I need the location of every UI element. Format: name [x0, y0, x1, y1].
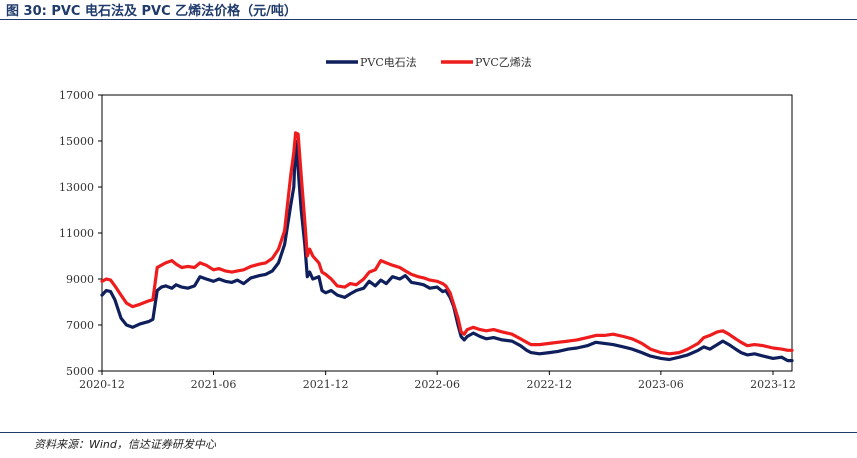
series-lines	[100, 131, 794, 363]
y-tick-label: 13000	[59, 181, 94, 194]
line-chart: PVC电石法 PVC乙烯法 5000 7000 9000 11000 13000 15000…	[59, 55, 796, 391]
y-tick-label: 11000	[59, 227, 94, 240]
source-divider	[0, 432, 857, 433]
title-divider	[0, 19, 857, 20]
x-tick-label: 2022-06	[414, 378, 460, 391]
legend-label: PVC电石法	[360, 55, 417, 69]
series-line-carbide	[100, 139, 794, 363]
y-tick-label: 15000	[59, 135, 94, 148]
plot-area	[101, 94, 793, 372]
y-tick-label: 7000	[66, 319, 94, 332]
x-tick-label: 2020-12	[79, 378, 125, 391]
x-tick-label: 2021-06	[191, 378, 237, 391]
y-tick-label: 9000	[66, 273, 94, 286]
chart-legend: PVC电石法 PVC乙烯法	[326, 55, 532, 69]
legend-label: PVC乙烯法	[475, 55, 532, 69]
x-axis: 2020-12 2021-06 2021-12 2022-06 2022-12 2023-…	[79, 371, 796, 391]
figure-title: 图 30: PVC 电石法及 PVC 乙烯法价格（元/吨）	[6, 4, 297, 19]
x-tick-label: 2022-12	[526, 378, 572, 391]
x-tick-label: 2021-12	[303, 378, 349, 391]
series-line-ethylene	[100, 131, 794, 356]
source-note: 资料来源：Wind，信达证券研发中心	[34, 438, 216, 451]
y-tick-label: 17000	[59, 89, 94, 102]
y-axis: 5000 7000 9000 11000 13000 15000 17000	[59, 89, 102, 378]
x-tick-label: 2023-12	[750, 378, 796, 391]
y-tick-label: 5000	[66, 365, 94, 378]
x-tick-label: 2023-06	[638, 378, 684, 391]
